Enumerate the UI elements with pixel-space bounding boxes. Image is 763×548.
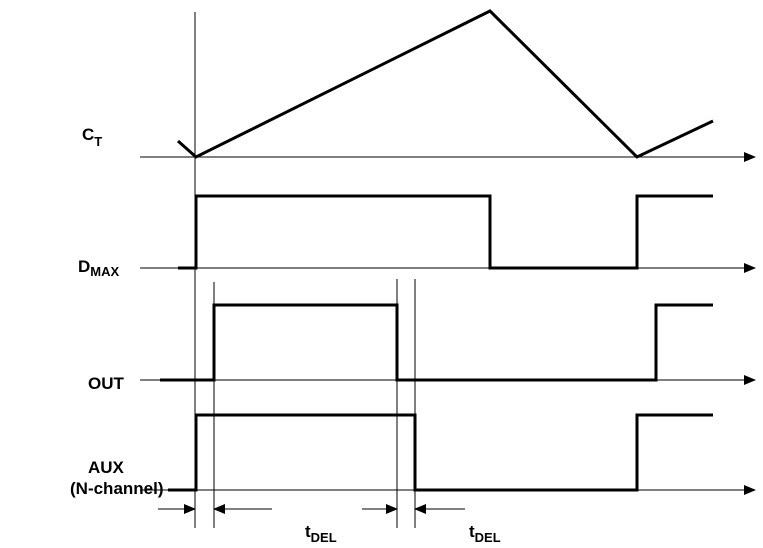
ct-label: CT — [82, 125, 102, 149]
dmax-label: DMAX — [78, 257, 119, 279]
tdel-label-1: tDEL — [305, 522, 337, 545]
dmax-pulse — [178, 194, 713, 270]
aux-waveform: AUX (N-channel) — [70, 413, 756, 498]
dmax-waveform: DMAX — [78, 194, 756, 279]
ct-waveform: CT — [82, 9, 756, 162]
out-waveform: OUT — [88, 303, 756, 393]
tdel-label-2: tDEL — [469, 522, 501, 545]
aux-label-line1: AUX — [88, 458, 125, 477]
out-label: OUT — [88, 374, 125, 393]
aux-label-line2: (N-channel) — [70, 479, 164, 498]
ct-triangle-wave — [177, 9, 714, 159]
out-pulse — [160, 303, 713, 382]
aux-pulse — [168, 413, 713, 492]
